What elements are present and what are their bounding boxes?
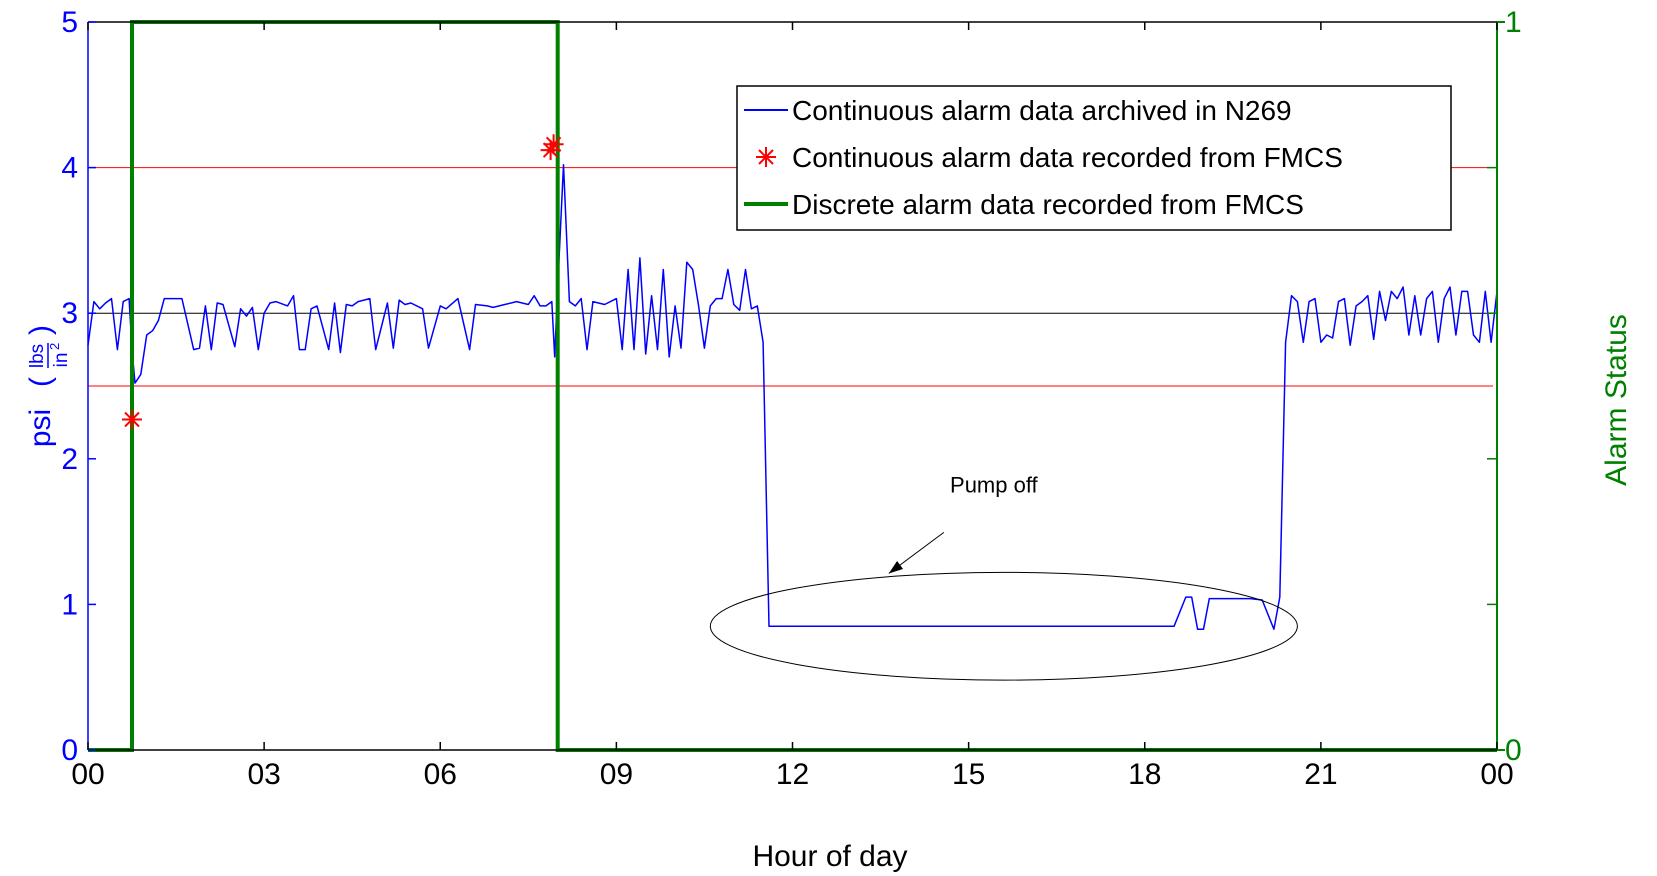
x-tick-label-6: 18 — [1128, 758, 1161, 791]
legend-swatch-recorded — [756, 147, 776, 167]
x-tick-label-0: 00 — [71, 758, 104, 791]
y-axis-left-unit-denominator: in — [51, 353, 72, 368]
y-axis-left-unit-exponent: 2 — [47, 343, 62, 350]
y-axis-left-unit-close-paren: ) — [24, 325, 57, 335]
y-left-tick-label-4: 4 — [61, 152, 78, 185]
y-left-tick-label-3: 3 — [61, 297, 78, 330]
y-left-tick-label-2: 2 — [61, 443, 78, 476]
series-recorded-marker-2 — [543, 134, 564, 155]
y-right-tick-label-0: 0 — [1505, 734, 1522, 767]
y-left-tick-label-0: 0 — [61, 734, 78, 767]
x-tick-label-2: 06 — [424, 758, 457, 791]
x-tick-label-3: 09 — [600, 758, 633, 791]
y-axis-left-title-text: psi — [24, 409, 57, 447]
x-tick-label-7: 21 — [1304, 758, 1337, 791]
y-axis-left-unit-numerator: lbs — [27, 344, 48, 368]
legend: Continuous alarm data archived in N269 C… — [736, 85, 1452, 231]
series-recorded-marker-0 — [122, 409, 142, 430]
y-left-tick-label-1: 1 — [61, 588, 78, 621]
y-axis-left-unit-open-paren: ( — [24, 377, 57, 387]
annotation-group: Pump off — [709, 472, 1298, 681]
legend-label-recorded: Continuous alarm data recorded from FMCS — [792, 142, 1343, 173]
legend-label-continuous: Continuous alarm data archived in N269 — [792, 95, 1292, 126]
x-tick-label-8: 00 — [1480, 758, 1513, 791]
series-recorded-marker-1 — [540, 140, 561, 161]
legend-box — [736, 85, 1452, 231]
y-left-tick-label-5: 5 — [61, 6, 78, 39]
x-tick-label-5: 15 — [952, 758, 985, 791]
legend-label-discrete: Discrete alarm data recorded from FMCS — [792, 189, 1304, 220]
y-right-tick-label-1: 1 — [1505, 6, 1522, 39]
y-axis-left-title: psi ( lbs in 2 ) — [24, 325, 72, 447]
annotation-ellipse — [709, 571, 1298, 681]
annotation-arrow-head — [888, 560, 904, 574]
x-axis-title: Hour of day — [752, 840, 907, 873]
x-tick-label-1: 03 — [247, 758, 280, 791]
series-continuous-line — [87, 163, 1498, 630]
y-axis-right-title: Alarm Status — [1600, 314, 1633, 486]
x-tick-label-4: 12 — [776, 758, 809, 791]
annotation-label: Pump off — [950, 472, 1039, 497]
